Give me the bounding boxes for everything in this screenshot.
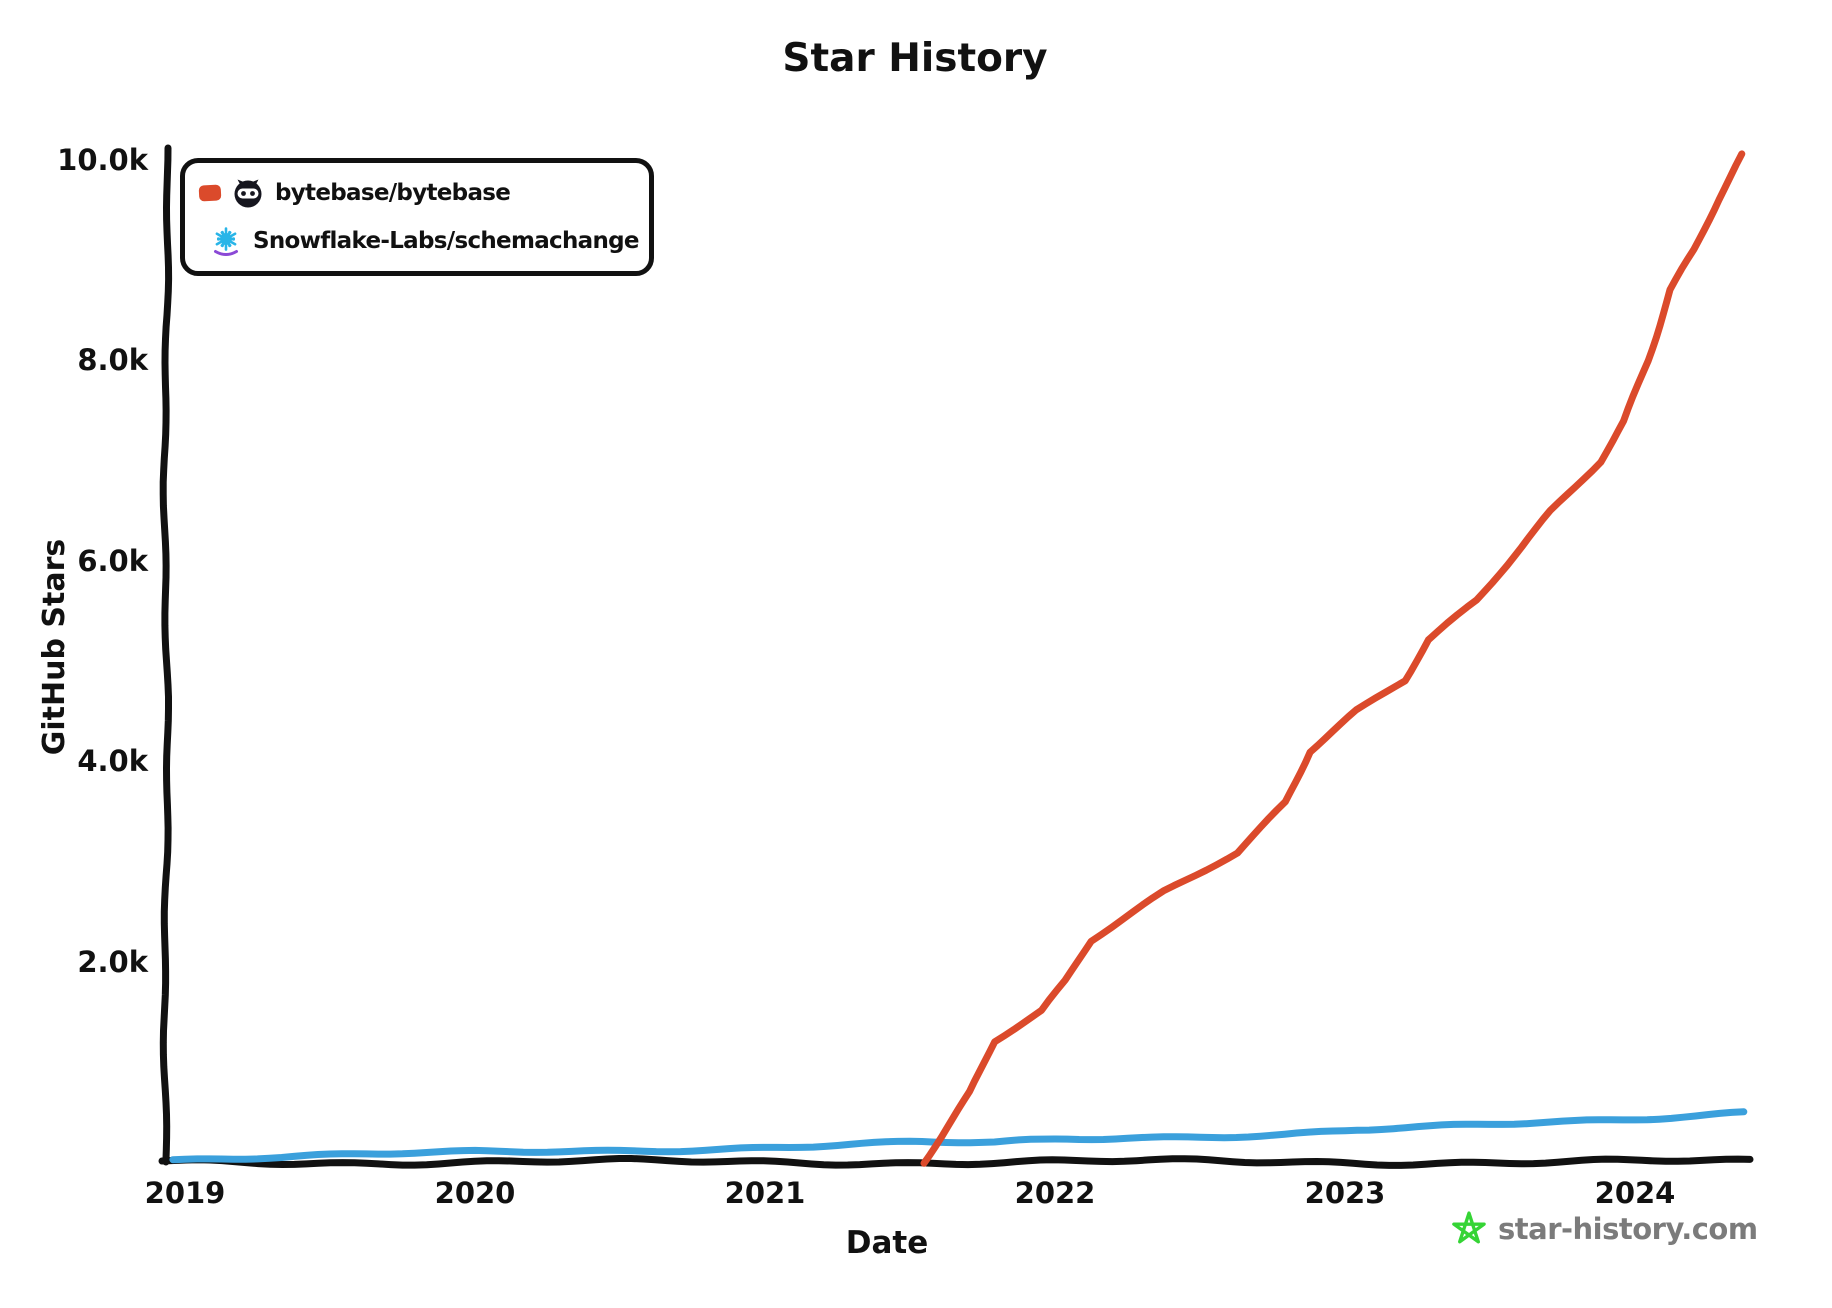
legend-label-schemachange: Snowflake-Labs/schemachange (253, 228, 640, 254)
x-tick-label: 2022 (1014, 1176, 1096, 1210)
x-tick-label: 2019 (144, 1176, 226, 1210)
y-tick-label: 8.0k (77, 343, 148, 378)
y-tick-label: 6.0k (77, 543, 148, 578)
legend: bytebase/bytebase (180, 158, 654, 276)
legend-item-bytebase: bytebase/bytebase (198, 171, 635, 215)
y-axis-line (159, 144, 173, 1166)
x-axis-title: Date (845, 1225, 929, 1261)
x-tick-label: 2023 (1304, 1176, 1386, 1210)
green-star-icon (1450, 1210, 1488, 1248)
legend-label-bytebase: bytebase/bytebase (275, 180, 511, 206)
y-tick-label: 2.0k (77, 944, 148, 979)
x-tick-label: 2021 (724, 1176, 806, 1210)
legend-swatch-bytebase (198, 184, 222, 202)
x-tick-label: 2024 (1594, 1176, 1676, 1210)
bytebase-logo-icon (232, 177, 264, 209)
y-tick-label: 10.0k (57, 143, 148, 177)
x-tick-label: 2020 (434, 1176, 516, 1210)
x-axis-line (158, 1155, 1754, 1169)
y-tick-label: 4.0k (77, 744, 148, 779)
snowflake-logo-icon (210, 225, 242, 257)
legend-swatch-schemachange (198, 233, 200, 249)
schemachange-line (169, 1108, 1748, 1164)
watermark: star-history.com (1450, 1210, 1758, 1248)
watermark-text: star-history.com (1498, 1212, 1758, 1246)
legend-item-schemachange: Snowflake-Labs/schemachange (198, 219, 640, 263)
chart-title: Star History (782, 36, 1048, 81)
bytebase-line (920, 150, 1746, 1167)
